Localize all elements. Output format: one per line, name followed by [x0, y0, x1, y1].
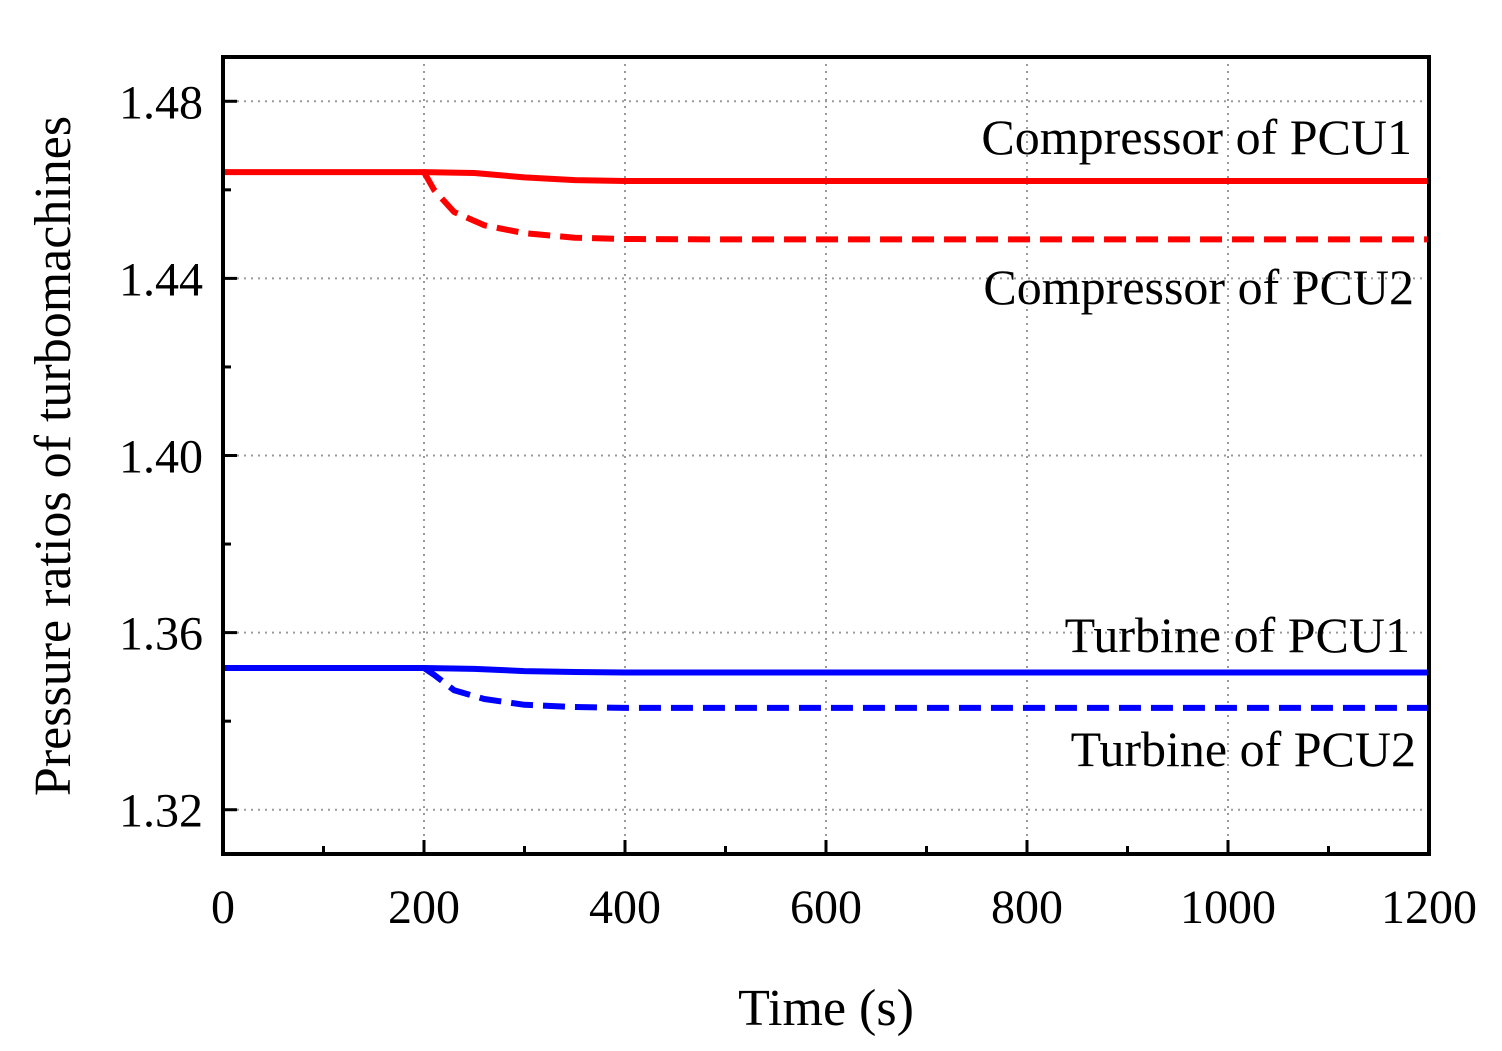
annotation-turbine-pcu1: Turbine of PCU1 [1065, 607, 1410, 663]
y-tick-label: 1.40 [119, 431, 203, 484]
axis-ticks [221, 99, 1431, 854]
y-tick-label: 1.32 [119, 785, 203, 838]
y-axis-label: Pressure ratios of turbomachines [25, 116, 82, 796]
grid [223, 57, 1429, 854]
series-line-compressor-of-pcu2 [421, 170, 1429, 243]
x-axis-label: Time (s) [738, 980, 914, 1037]
x-tick-label: 1000 [1180, 881, 1276, 934]
tick-labels: 0 200 400 600 800 1000 1200 1.32 1.36 1.40 1.44 1.4… [119, 76, 1477, 934]
y-tick-label: 1.48 [119, 76, 203, 129]
x-tick-label: 0 [211, 881, 235, 934]
annotation-turbine-pcu2: Turbine of PCU2 [1071, 721, 1416, 777]
series-line-compressor-of-pcu1 [223, 169, 1429, 184]
series-line-turbine-of-pcu2 [422, 665, 1429, 711]
y-tick-label: 1.36 [119, 608, 203, 661]
x-tick-label: 600 [790, 881, 862, 934]
y-tick-label: 1.44 [119, 253, 203, 306]
x-tick-label: 200 [388, 881, 460, 934]
x-tick-label: 800 [991, 881, 1063, 934]
x-tick-label: 1200 [1381, 881, 1477, 934]
x-tick-label: 400 [589, 881, 661, 934]
series-line-turbine-of-pcu1 [223, 665, 1429, 676]
annotation-compressor-pcu2: Compressor of PCU2 [983, 259, 1414, 315]
series-lines [223, 169, 1429, 711]
annotation-compressor-pcu1: Compressor of PCU1 [981, 109, 1412, 165]
